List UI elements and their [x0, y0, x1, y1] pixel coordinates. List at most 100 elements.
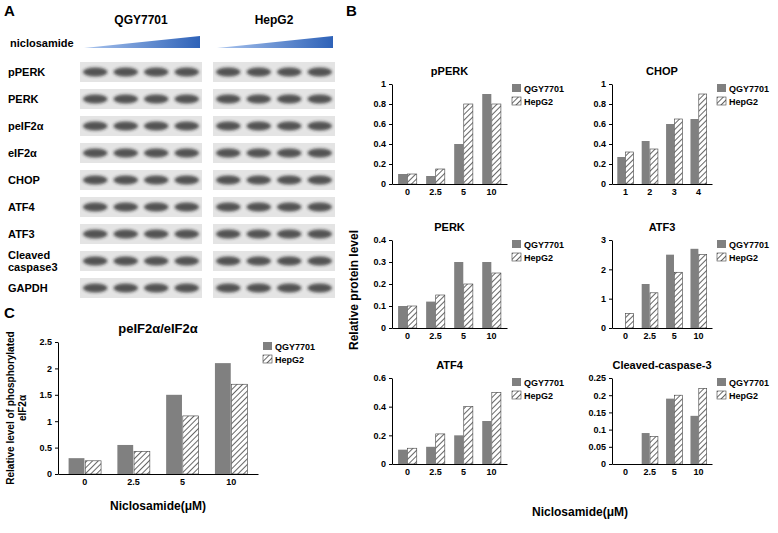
- blot-strip: [213, 197, 335, 217]
- tick: 0.25: [588, 373, 612, 383]
- tick-label: 0.2: [593, 391, 606, 401]
- blot-strip: [80, 251, 202, 271]
- bar: [398, 450, 407, 464]
- tick-label: 0: [601, 459, 606, 469]
- legend-item: HepG2: [512, 97, 553, 107]
- tick: 0.6: [373, 373, 392, 383]
- tick-label: 1: [601, 79, 606, 89]
- legend-swatch: [717, 97, 726, 105]
- tick-label: 2.5: [429, 331, 442, 341]
- tick: 10: [694, 467, 704, 477]
- tick: 0: [381, 323, 392, 333]
- tick: 5: [180, 477, 185, 487]
- legend-swatch: [717, 253, 726, 261]
- x-axis: 02.5510: [613, 465, 713, 478]
- blot-band: [175, 257, 199, 266]
- legend-item: HepG2: [512, 253, 553, 263]
- legend-swatch: [717, 378, 726, 386]
- tick-mark: [609, 447, 612, 448]
- tick: 0: [405, 187, 410, 197]
- bar: [134, 451, 150, 474]
- legend-swatch: [512, 240, 521, 248]
- bar: [626, 152, 634, 184]
- legend-item: QGY7701: [717, 378, 769, 388]
- blot-strip: [213, 170, 335, 190]
- blot-band: [277, 176, 301, 185]
- legend-swatch: [512, 253, 521, 261]
- blot-band: [144, 176, 168, 185]
- bar: [215, 363, 231, 474]
- blot-band: [247, 122, 271, 131]
- chart-title: ATF4: [436, 359, 464, 371]
- x-axis: 02.5510: [613, 329, 713, 342]
- bar: [232, 384, 248, 474]
- bar: [408, 448, 417, 464]
- bars: [617, 94, 706, 184]
- blot-band: [277, 68, 301, 77]
- tick: 0: [405, 467, 410, 477]
- tick-label: 0: [405, 467, 410, 477]
- legend-label: HepG2: [524, 253, 553, 263]
- tick-label: 0: [47, 469, 52, 479]
- tick-label: 2: [601, 265, 606, 275]
- tick-label: 0: [623, 331, 628, 341]
- tick-label: 1: [601, 294, 606, 304]
- blot-band: [308, 122, 332, 131]
- tick: 1.5: [39, 390, 58, 400]
- blot-band: [247, 230, 271, 239]
- tick-mark: [389, 164, 392, 165]
- tick: 5: [461, 467, 466, 477]
- blot-row-label: GAPDH: [8, 282, 48, 294]
- bar: [454, 144, 463, 184]
- bar: [690, 249, 698, 328]
- chart-title: peIF2α/eIF2α: [118, 321, 198, 336]
- blot-band: [175, 230, 199, 239]
- bar: [398, 306, 407, 328]
- tick: 0.2: [593, 159, 612, 169]
- bar: [408, 306, 417, 328]
- tick-label: 0: [623, 467, 628, 477]
- tick: 0.6: [593, 119, 612, 129]
- legend-item: HepG2: [717, 253, 758, 263]
- axis-line: [393, 184, 508, 185]
- y-axis: 00.10.20.30.4: [373, 235, 392, 333]
- tick-label: 3: [672, 187, 677, 197]
- bar: [426, 447, 435, 464]
- blot-band: [247, 176, 271, 185]
- bar: [699, 255, 707, 328]
- tick-label: 0: [405, 331, 410, 341]
- axis-line: [612, 85, 613, 185]
- blot-strip: [213, 62, 335, 82]
- x-axis: 02.5510: [59, 475, 259, 488]
- blot-strip: [80, 143, 202, 163]
- blot-strip: [213, 89, 335, 109]
- blot-band: [308, 257, 332, 266]
- blot-strip: [213, 251, 335, 271]
- legend-item: QGY7701: [512, 240, 564, 250]
- tick: 5: [672, 467, 677, 477]
- bar: [426, 176, 435, 184]
- y-axis: 00.20.40.6: [373, 373, 392, 469]
- legend-label: QGY7701: [524, 84, 564, 94]
- tick-mark: [389, 144, 392, 145]
- tick-label: 0.4: [373, 235, 386, 245]
- tick-label: 5: [672, 331, 677, 341]
- tick-mark: [609, 299, 612, 300]
- bar: [117, 445, 133, 474]
- blot-band: [144, 149, 168, 158]
- legend-item: QGY7701: [263, 342, 315, 352]
- chart-title: PERK: [434, 221, 465, 233]
- bar: [482, 262, 491, 328]
- y-axis: 00.20.40.60.81: [373, 79, 392, 189]
- blot-strip: [213, 278, 335, 298]
- blot-band: [83, 230, 107, 239]
- legend-swatch: [512, 97, 521, 105]
- tick-mark: [389, 84, 392, 85]
- blot-band: [247, 203, 271, 212]
- blot-strip: [213, 224, 335, 244]
- blot-band: [308, 230, 332, 239]
- tick-label: 5: [461, 467, 466, 477]
- bar: [426, 302, 435, 328]
- tick-mark: [389, 240, 392, 241]
- tick-label: 2.5: [39, 337, 52, 347]
